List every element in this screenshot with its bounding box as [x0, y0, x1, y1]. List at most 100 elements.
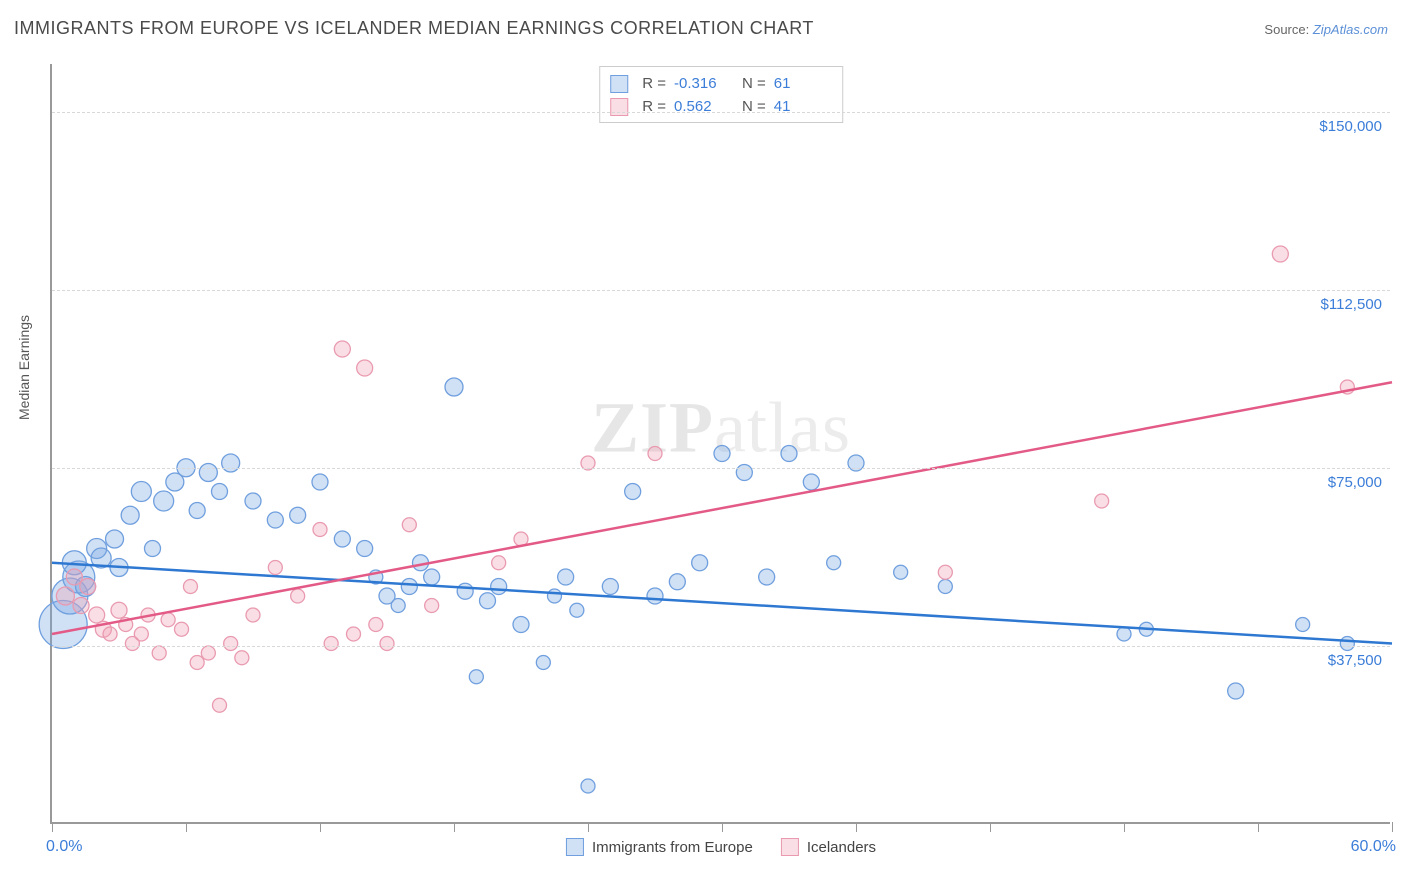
data-point-europe	[714, 446, 730, 462]
legend-item-europe: Immigrants from Europe	[566, 838, 753, 856]
data-point-icelanders	[1272, 246, 1288, 262]
data-point-icelanders	[402, 518, 416, 532]
x-tick	[1124, 822, 1125, 832]
chart-area: ZIPatlas R = -0.316 N = 61 R = 0.562 N =…	[50, 64, 1390, 824]
data-point-europe	[803, 474, 819, 490]
legend-series: Immigrants from Europe Icelanders	[566, 838, 876, 856]
data-point-europe	[581, 779, 595, 793]
data-point-icelanders	[246, 608, 260, 622]
data-point-europe	[391, 599, 405, 613]
data-point-europe	[445, 378, 463, 396]
x-tick	[320, 822, 321, 832]
x-tick	[722, 822, 723, 832]
data-point-europe	[121, 506, 139, 524]
data-point-europe	[827, 556, 841, 570]
data-point-europe	[558, 569, 574, 585]
data-point-europe	[245, 493, 261, 509]
source-label: Source:	[1264, 22, 1309, 37]
data-point-europe	[513, 617, 529, 633]
x-tick	[1258, 822, 1259, 832]
data-point-icelanders	[134, 627, 148, 641]
data-point-icelanders	[66, 569, 82, 585]
data-point-europe	[625, 484, 641, 500]
data-point-icelanders	[938, 565, 952, 579]
data-point-icelanders	[161, 613, 175, 627]
data-point-europe	[267, 512, 283, 528]
data-point-europe	[938, 580, 952, 594]
data-point-icelanders	[103, 627, 117, 641]
data-point-icelanders	[73, 598, 89, 614]
legend-label-icelanders: Icelanders	[807, 839, 876, 856]
data-point-icelanders	[347, 627, 361, 641]
data-point-europe	[145, 541, 161, 557]
data-point-icelanders	[89, 607, 105, 623]
data-point-europe	[357, 541, 373, 557]
data-point-europe	[647, 588, 663, 604]
data-point-icelanders	[80, 579, 96, 595]
data-point-icelanders	[291, 589, 305, 603]
data-point-icelanders	[324, 637, 338, 651]
gridline	[52, 468, 1390, 469]
y-tick-label: $150,000	[1319, 118, 1382, 135]
data-point-icelanders	[201, 646, 215, 660]
y-axis-label: Median Earnings	[16, 315, 32, 420]
data-point-icelanders	[175, 622, 189, 636]
data-point-europe	[199, 464, 217, 482]
data-point-europe	[401, 579, 417, 595]
data-point-icelanders	[152, 646, 166, 660]
swatch-europe-icon	[566, 838, 584, 856]
x-min-label: 0.0%	[46, 838, 82, 856]
data-point-europe	[222, 454, 240, 472]
swatch-icelanders-icon	[781, 838, 799, 856]
data-point-icelanders	[213, 698, 227, 712]
data-point-europe	[669, 574, 685, 590]
data-point-europe	[536, 656, 550, 670]
data-point-icelanders	[425, 599, 439, 613]
x-tick	[990, 822, 991, 832]
y-tick-label: $75,000	[1328, 474, 1382, 491]
data-point-icelanders	[492, 556, 506, 570]
data-point-europe	[570, 603, 584, 617]
data-point-europe	[548, 589, 562, 603]
y-tick-label: $37,500	[1328, 652, 1382, 669]
data-point-icelanders	[111, 602, 127, 618]
data-point-icelanders	[56, 587, 74, 605]
x-tick	[454, 822, 455, 832]
x-max-label: 60.0%	[1351, 838, 1396, 856]
data-point-europe	[1228, 683, 1244, 699]
y-tick-label: $112,500	[1321, 296, 1382, 313]
data-point-icelanders	[235, 651, 249, 665]
data-point-icelanders	[334, 341, 350, 357]
x-tick	[186, 822, 187, 832]
trend-line-europe	[52, 563, 1392, 644]
data-point-europe	[1340, 637, 1354, 651]
data-point-icelanders	[357, 360, 373, 376]
source-attribution: Source: ZipAtlas.com	[1264, 22, 1388, 37]
data-point-europe	[602, 579, 618, 595]
data-point-europe	[189, 503, 205, 519]
x-tick	[588, 822, 589, 832]
data-point-icelanders	[183, 580, 197, 594]
data-point-europe	[312, 474, 328, 490]
data-point-europe	[290, 507, 306, 523]
data-point-europe	[424, 569, 440, 585]
data-point-europe	[759, 569, 775, 585]
data-point-europe	[131, 482, 151, 502]
source-link[interactable]: ZipAtlas.com	[1313, 22, 1388, 37]
data-point-icelanders	[313, 523, 327, 537]
gridline	[52, 290, 1390, 291]
data-point-icelanders	[648, 447, 662, 461]
data-point-europe	[469, 670, 483, 684]
data-point-icelanders	[190, 656, 204, 670]
legend-item-icelanders: Icelanders	[781, 838, 876, 856]
data-point-icelanders	[1095, 494, 1109, 508]
chart-title: IMMIGRANTS FROM EUROPE VS ICELANDER MEDI…	[14, 18, 814, 39]
data-point-icelanders	[380, 637, 394, 651]
gridline	[52, 112, 1390, 113]
gridline	[52, 646, 1390, 647]
data-point-europe	[894, 565, 908, 579]
data-point-europe	[692, 555, 708, 571]
data-point-icelanders	[224, 637, 238, 651]
x-tick	[1392, 822, 1393, 832]
x-tick	[52, 822, 53, 832]
